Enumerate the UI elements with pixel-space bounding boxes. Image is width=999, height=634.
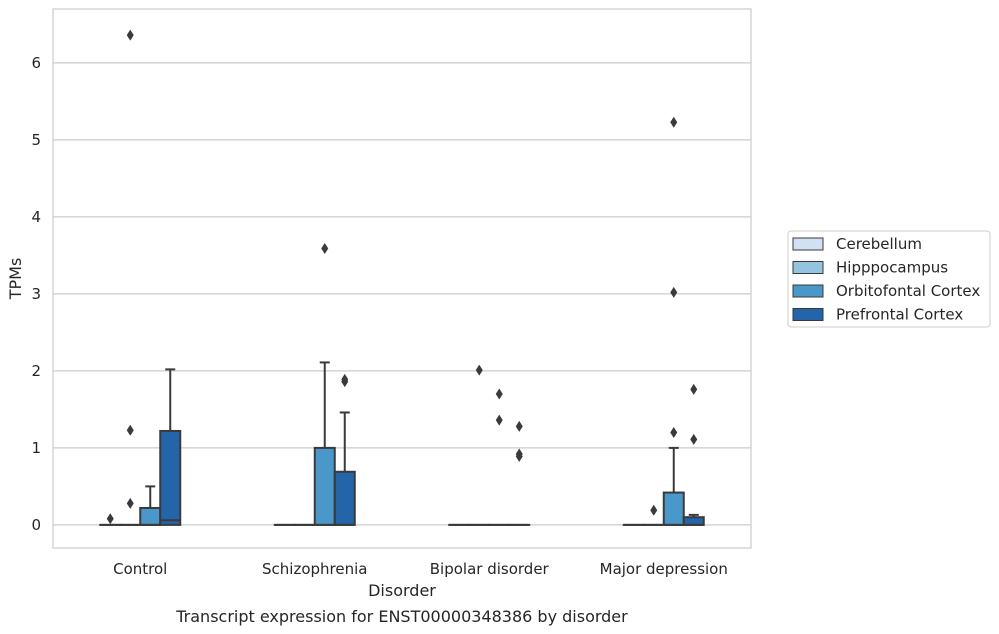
box <box>159 368 182 526</box>
outlier-point <box>515 420 523 432</box>
legend-item: Cerebellum <box>792 235 922 253</box>
box <box>508 420 531 526</box>
chart-caption: Transcript expression for ENST0000034838… <box>175 607 628 626</box>
box <box>119 29 142 526</box>
outlier-point <box>341 373 349 385</box>
outlier-point <box>515 448 523 460</box>
outlier-point <box>650 504 658 516</box>
y-tick-label: 1 <box>31 439 41 457</box>
legend-item: Orbitofontal Cortex <box>792 282 980 300</box>
legend-label: Hipppocampus <box>836 259 948 277</box>
outlier-point <box>475 364 483 376</box>
outlier-point <box>126 29 134 41</box>
box <box>662 116 685 526</box>
y-axis-ticks: 0 1 2 3 4 5 6 <box>31 54 41 534</box>
y-tick-label: 3 <box>31 285 41 303</box>
legend-swatch <box>792 284 824 298</box>
series-prefrontal-cortex <box>159 368 705 526</box>
outlier-point <box>126 497 134 509</box>
outlier-point <box>321 242 329 254</box>
box-iqr <box>313 446 336 526</box>
legend-frame <box>787 230 991 328</box>
grid-lines <box>53 62 751 526</box>
box-iqr <box>139 506 162 526</box>
box <box>139 485 162 526</box>
outlier-point <box>106 513 114 525</box>
outlier-point <box>670 286 678 298</box>
x-tick-label: Bipolar disorder <box>430 560 550 578</box>
x-tick-label: Major depression <box>600 560 728 578</box>
y-tick-label: 6 <box>31 54 41 72</box>
box <box>488 388 511 526</box>
outlier-point <box>690 433 698 445</box>
outlier-point <box>495 414 503 426</box>
legend-label: Cerebellum <box>836 235 922 253</box>
outlier-point <box>690 383 698 395</box>
box-iqr <box>159 429 182 526</box>
outlier-point <box>126 424 134 436</box>
legend-item: Prefrontal Cortex <box>792 306 963 324</box>
legend-swatch <box>792 261 824 274</box>
legend-item: Hipppocampus <box>792 259 948 277</box>
x-axis-ticks: Control Schizophrenia Bipolar disorder Majo… <box>113 560 728 578</box>
series-hipppocampus <box>119 29 665 526</box>
y-tick-label: 4 <box>31 208 41 226</box>
y-tick-label: 2 <box>31 362 41 380</box>
plot-area-frame <box>52 8 752 549</box>
legend-swatch <box>792 237 824 251</box>
legend-label: Orbitofontal Cortex <box>836 282 980 300</box>
outlier-point <box>670 427 678 438</box>
box <box>642 504 665 526</box>
y-tick-label: 0 <box>31 516 41 534</box>
x-axis-label: Disorder <box>368 581 436 600</box>
y-axis-label: TPMs <box>6 258 25 301</box>
y-tick-label: 5 <box>31 131 41 149</box>
box-iqr <box>333 470 356 526</box>
legend-swatch <box>792 308 824 321</box>
series-orbitofontal-cortex <box>139 116 685 526</box>
legend: Cerebellum Hipppocampus Orbitofontal Corte… <box>787 230 991 328</box>
legend-label: Prefrontal Cortex <box>836 306 963 324</box>
box <box>468 364 491 526</box>
box <box>99 513 122 526</box>
series-cerebellum <box>99 513 645 526</box>
outlier-point <box>495 388 503 400</box>
x-tick-label: Schizophrenia <box>262 560 367 578</box>
box <box>313 242 336 526</box>
outlier-point <box>670 116 678 128</box>
boxes <box>99 29 705 526</box>
legend-items: Cerebellum Hipppocampus Orbitofontal Corte… <box>792 235 980 324</box>
box <box>333 373 356 526</box>
box <box>682 383 705 526</box>
box-iqr <box>682 516 705 526</box>
x-tick-label: Control <box>113 560 167 578</box>
box-iqr <box>662 491 685 526</box>
